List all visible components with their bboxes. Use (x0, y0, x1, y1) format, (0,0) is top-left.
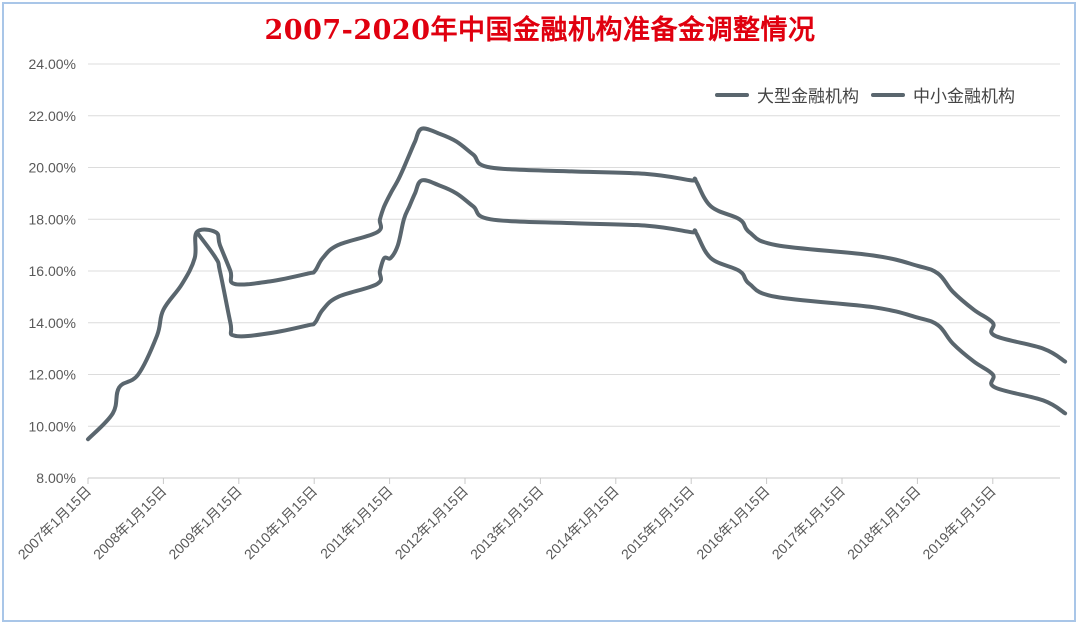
y-tick-label: 22.00% (29, 108, 76, 124)
x-tick-label: 2012年1月15日 (392, 483, 472, 563)
y-tick-label: 14.00% (29, 315, 76, 331)
y-tick-label: 8.00% (36, 470, 76, 486)
x-tick-label: 2018年1月15日 (844, 483, 924, 563)
x-tick-label: 2009年1月15日 (165, 483, 245, 563)
x-tick-label: 2014年1月15日 (542, 483, 622, 563)
y-tick-label: 12.00% (29, 367, 76, 383)
legend-item-small-banks: 中小金融机构 (871, 82, 1015, 107)
y-tick-label: 24.00% (29, 56, 76, 72)
grid-lines (87, 63, 1060, 484)
legend-line-icon (871, 92, 905, 97)
y-axis-tick-labels: 8.00% 10.00% 12.00% 14.00% 16.00% 18.00% 20.00… (29, 56, 76, 486)
x-tick-label: 2008年1月15日 (90, 483, 170, 563)
y-tick-label: 16.00% (29, 263, 76, 279)
series-line-large-banks (86, 126, 1068, 442)
legend-line-icon (715, 92, 749, 97)
x-tick-label: 2013年1月15日 (467, 483, 547, 563)
x-tick-label: 2016年1月15日 (693, 483, 773, 563)
y-tick-label: 20.00% (29, 160, 76, 176)
x-axis-tick-labels: 2007年1月15日2008年1月15日2009年1月15日2010年1月15日… (15, 483, 999, 563)
x-tick-label: 2015年1月15日 (618, 483, 698, 563)
x-tick-label: 2007年1月15日 (15, 483, 95, 563)
legend-label-large-banks: 大型金融机构 (757, 87, 859, 107)
x-tick-label: 2019年1月15日 (919, 483, 999, 563)
legend: 大型金融机构 中小金融机构 (715, 82, 1015, 107)
legend-label-small-banks: 中小金融机构 (913, 87, 1015, 107)
y-tick-label: 10.00% (29, 418, 76, 434)
chart-title: 2007-2020年中国金融机构准备金调整情况 (264, 15, 816, 46)
series-line-small-banks (194, 178, 1068, 416)
x-tick-label: 2010年1月15日 (241, 483, 321, 563)
y-tick-label: 18.00% (29, 211, 76, 227)
x-tick-label: 2017年1月15日 (769, 483, 849, 563)
x-tick-label: 2011年1月15日 (317, 483, 396, 562)
legend-item-large-banks: 大型金融机构 (715, 82, 859, 107)
series-lines (86, 126, 1068, 442)
